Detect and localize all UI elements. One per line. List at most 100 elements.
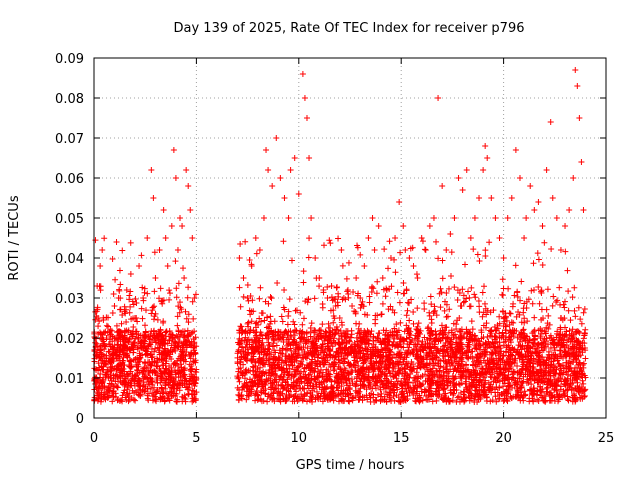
data-point	[460, 292, 467, 299]
data-point	[301, 380, 308, 387]
data-point	[476, 303, 483, 310]
data-point	[343, 275, 350, 282]
data-point	[433, 397, 440, 404]
data-point	[285, 312, 292, 319]
data-point	[256, 355, 263, 362]
data-point	[191, 358, 198, 365]
data-point	[566, 327, 573, 334]
data-point	[488, 195, 495, 201]
data-point	[396, 352, 403, 359]
data-point	[173, 285, 180, 292]
data-point	[425, 368, 432, 375]
data-point	[401, 381, 408, 388]
data-point	[192, 357, 199, 364]
data-point	[127, 239, 134, 246]
data-point	[445, 285, 452, 292]
data-point	[92, 316, 99, 323]
data-point	[365, 340, 372, 347]
data-point	[136, 263, 143, 269]
data-point	[105, 323, 112, 330]
data-point	[182, 375, 189, 382]
data-point	[242, 238, 249, 245]
data-point	[507, 393, 514, 400]
data-point	[160, 339, 167, 346]
data-point	[401, 366, 408, 373]
data-point	[578, 368, 585, 375]
data-point	[165, 396, 172, 403]
data-point	[492, 393, 499, 400]
data-point	[470, 246, 477, 253]
data-point	[410, 392, 417, 399]
data-point	[398, 382, 405, 389]
data-point	[276, 347, 283, 354]
data-point	[567, 317, 574, 324]
data-point	[437, 358, 444, 365]
data-point	[96, 353, 103, 360]
data-point	[449, 397, 456, 404]
data-point	[94, 344, 101, 351]
data-point	[548, 245, 555, 252]
data-point	[172, 258, 179, 265]
data-point	[538, 287, 545, 294]
data-point	[499, 276, 506, 283]
data-point	[489, 369, 496, 376]
data-point	[523, 215, 530, 221]
data-point	[147, 341, 154, 348]
data-point	[270, 355, 277, 362]
data-point	[281, 371, 288, 378]
data-point	[405, 325, 412, 332]
data-point	[266, 341, 273, 348]
data-point	[406, 334, 413, 341]
data-point	[521, 235, 528, 241]
data-point	[97, 263, 104, 269]
data-point	[323, 366, 330, 373]
data-point	[176, 309, 183, 316]
data-point	[146, 340, 153, 347]
data-point	[181, 275, 188, 281]
data-point	[253, 372, 260, 379]
data-point	[330, 307, 337, 314]
data-point	[166, 388, 173, 395]
data-point	[463, 295, 470, 302]
data-point	[556, 363, 563, 370]
data-point	[561, 304, 568, 311]
data-point	[257, 284, 264, 291]
data-point	[300, 315, 307, 322]
data-point	[569, 359, 576, 366]
data-point	[570, 175, 577, 181]
data-point	[112, 276, 119, 283]
data-point	[521, 315, 528, 322]
data-point	[297, 309, 304, 316]
data-point	[117, 306, 124, 313]
data-point	[116, 267, 123, 274]
data-point	[538, 394, 545, 401]
data-point	[175, 327, 182, 334]
data-point	[368, 288, 375, 295]
data-point	[330, 335, 337, 342]
data-point	[509, 374, 516, 381]
data-point	[267, 293, 274, 300]
data-point	[254, 335, 261, 342]
data-point	[359, 298, 366, 305]
data-point	[492, 333, 499, 340]
data-point	[151, 337, 158, 344]
data-point	[447, 338, 454, 345]
data-point	[240, 348, 247, 355]
data-point	[535, 348, 542, 355]
data-point	[185, 319, 192, 326]
data-point	[515, 309, 522, 316]
data-point	[531, 335, 538, 342]
data-point	[401, 354, 408, 361]
data-point	[280, 238, 287, 245]
data-point	[188, 350, 195, 357]
data-point	[149, 389, 156, 396]
data-point	[381, 397, 388, 404]
data-point	[351, 341, 358, 348]
data-point	[447, 348, 454, 355]
data-point	[554, 391, 561, 398]
data-point	[99, 336, 106, 343]
data-point	[444, 313, 451, 320]
data-point	[512, 147, 519, 153]
data-point	[319, 321, 326, 328]
data-point	[245, 297, 252, 304]
